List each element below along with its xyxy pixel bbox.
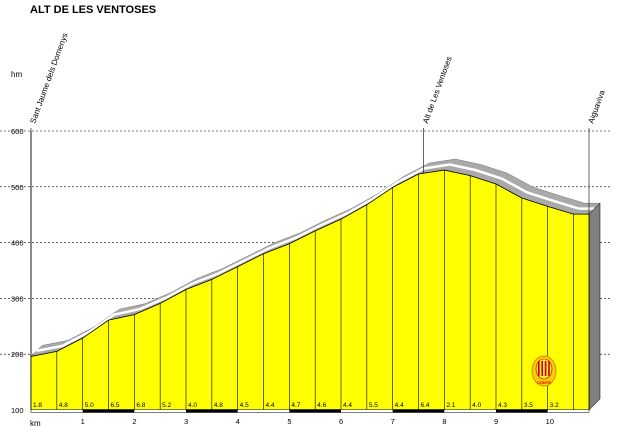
segment-gradient-label: 5.0 [85,402,94,409]
segment-gradient-label: 6.4 [421,402,430,409]
x-tick-label: 3 [184,417,188,426]
profile-side-face [588,202,601,411]
logo-stripe [538,361,540,376]
segment-gradient-label: 6.5 [111,402,120,409]
segment-dividers [56,170,574,410]
y-tick-label: 600 [11,127,24,136]
profile-road-line [36,163,595,353]
location-label: Alt de Les Ventoses [421,55,454,125]
x-tick-label: 9 [494,417,498,426]
km-bar-segment [392,409,445,413]
location-label: Sant Jaume dels Domenys [28,32,69,125]
logo-shield [535,358,553,380]
km-bar-segment [289,409,341,413]
segment-gradient-label: 4.4 [266,402,275,409]
y-axis-label: hm [11,70,22,79]
y-tick-label: 200 [11,350,24,359]
x-tick-label: 5 [287,417,291,426]
x-tick-label: 1 [81,417,85,426]
segment-gradient-label: 4.0 [188,402,197,409]
segment-gradient-label: 4.3 [498,402,507,409]
segment-gradient-label: 4.4 [395,402,404,409]
location-label: Aiguaviva [586,88,607,124]
x-tick-label: 6 [339,417,343,426]
y-tick-labels: 100 200 300 400 500 600 [11,127,24,415]
segment-gradient-label: 5.5 [369,402,378,409]
segment-gradient-label: 5.2 [162,402,171,409]
profile-area [30,169,590,411]
x-tick-label: 10 [546,417,554,426]
logo-text: CONTE [537,380,551,385]
segment-gradient-label: 4.6 [317,402,326,409]
emblem-logo-icon: CONTE [531,355,557,387]
x-tick-labels: 1 2 3 4 5 6 7 8 9 10 [81,417,554,426]
y-tick-label: 300 [11,294,24,303]
segment-gradient-label: 4.0 [472,402,481,409]
logo-stripe [548,361,550,376]
y-tick-label: 400 [11,239,24,248]
segment-gradient-label: 4.8 [59,402,68,409]
x-tick-label: 4 [236,417,240,426]
segment-gradient-label: 4.7 [291,402,300,409]
segment-gradient-label: 4.4 [343,402,352,409]
segment-gradient-label: 3.5 [524,402,533,409]
segment-gradient-labels: 1.8 4.8 5.0 6.5 6.8 5.2 4.0 4.8 4.5 4.4 4.7 4.6 4.4 5… [33,402,559,409]
y-tick-label: 100 [11,406,24,415]
km-bar-segment [82,409,135,413]
km-bar-segment [496,409,548,413]
chart-title: ALT DE LES VENTOSES [30,4,156,16]
segment-gradient-label: 6.8 [136,402,145,409]
segment-gradient-label: 4.8 [214,402,223,409]
segment-gradient-label: 3.2 [550,402,559,409]
segment-gradient-label: 1.8 [33,402,42,409]
segment-gradient-label: 4.5 [240,402,249,409]
x-tick-label: 8 [442,417,446,426]
km-baseline-bar [30,409,590,413]
logo-stripe [544,361,547,376]
km-bar-segment [186,409,238,413]
segment-gradient-label: 2.1 [446,402,455,409]
x-axis-label: km [30,419,41,428]
x-tick-label: 2 [132,417,136,426]
profile-fill [30,169,590,411]
x-tick-label: 7 [391,417,395,426]
y-tick-label: 500 [11,183,24,192]
logo-stripe [541,361,543,376]
